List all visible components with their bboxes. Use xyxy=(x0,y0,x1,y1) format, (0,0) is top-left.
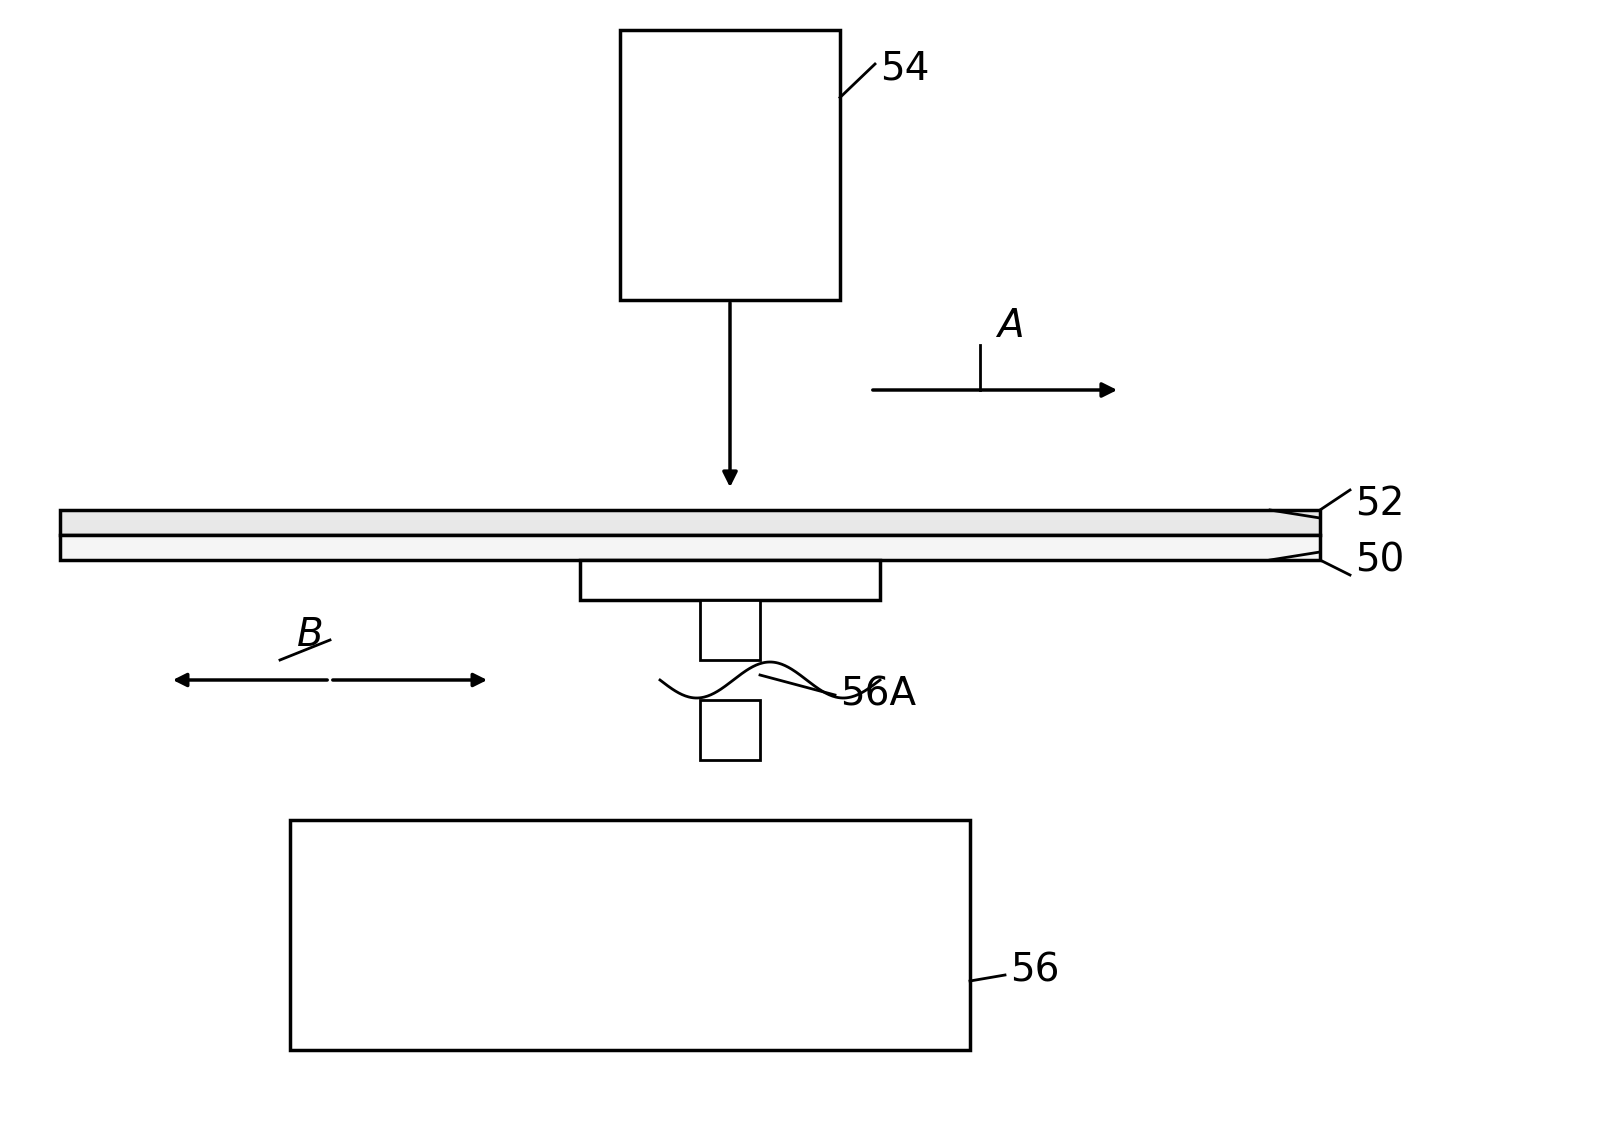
Text: 52: 52 xyxy=(1355,486,1404,523)
Text: 56A: 56A xyxy=(839,676,916,714)
Bar xyxy=(291,820,969,1050)
Text: A: A xyxy=(997,307,1024,345)
Text: 56: 56 xyxy=(1010,951,1059,989)
Bar xyxy=(579,560,880,600)
Bar xyxy=(700,600,761,660)
Text: 50: 50 xyxy=(1355,541,1404,580)
Bar xyxy=(59,510,1319,535)
Text: 54: 54 xyxy=(880,50,929,88)
Text: B: B xyxy=(297,616,323,654)
Bar xyxy=(620,30,839,299)
Bar xyxy=(700,700,761,760)
Bar xyxy=(59,535,1319,560)
